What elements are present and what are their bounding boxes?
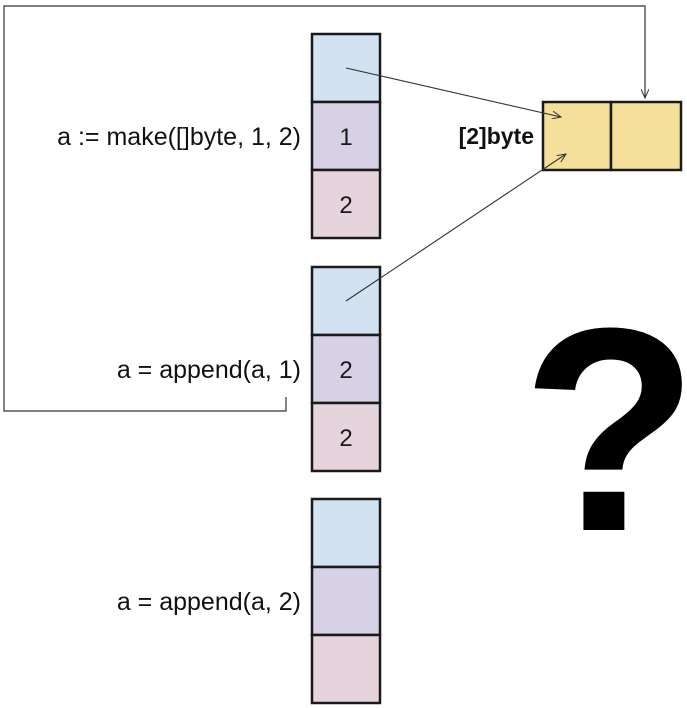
array-cell-0 [541,100,613,172]
array-type-label: [2]byte [459,123,534,149]
slice-2-cap-cell [310,401,382,473]
slice-3-cap-cell [310,633,382,705]
slice-1-cap-cell [310,168,382,240]
slice-1-len-cell [310,100,382,172]
slice-1-pointer-arrow [345,67,561,117]
slice-header-1: 1 2 [310,32,382,240]
question-mark: ? [521,268,687,592]
slice-1-len-value: 1 [339,124,352,151]
slice-3-ptr-cell [310,497,382,569]
slice-1-label: a := make([]byte, 1, 2) [57,123,301,151]
backing-array [541,100,683,172]
slice-2-label: a = append(a, 1) [117,356,301,384]
slice-header-3 [310,497,382,705]
slice-2-pointer-arrow [345,154,566,302]
backing-array-write-path [3,5,645,412]
slice-2-len-cell [310,333,382,405]
slice-1-cap-value: 2 [339,192,352,219]
array-cell-1 [609,100,683,172]
slice-2-cap-value: 2 [339,425,352,452]
slice-2-len-value: 2 [339,357,352,384]
slice-3-label: a = append(a, 2) [117,588,301,616]
slice-3-len-cell [310,565,382,637]
slice-header-2: 2 2 [310,265,382,473]
